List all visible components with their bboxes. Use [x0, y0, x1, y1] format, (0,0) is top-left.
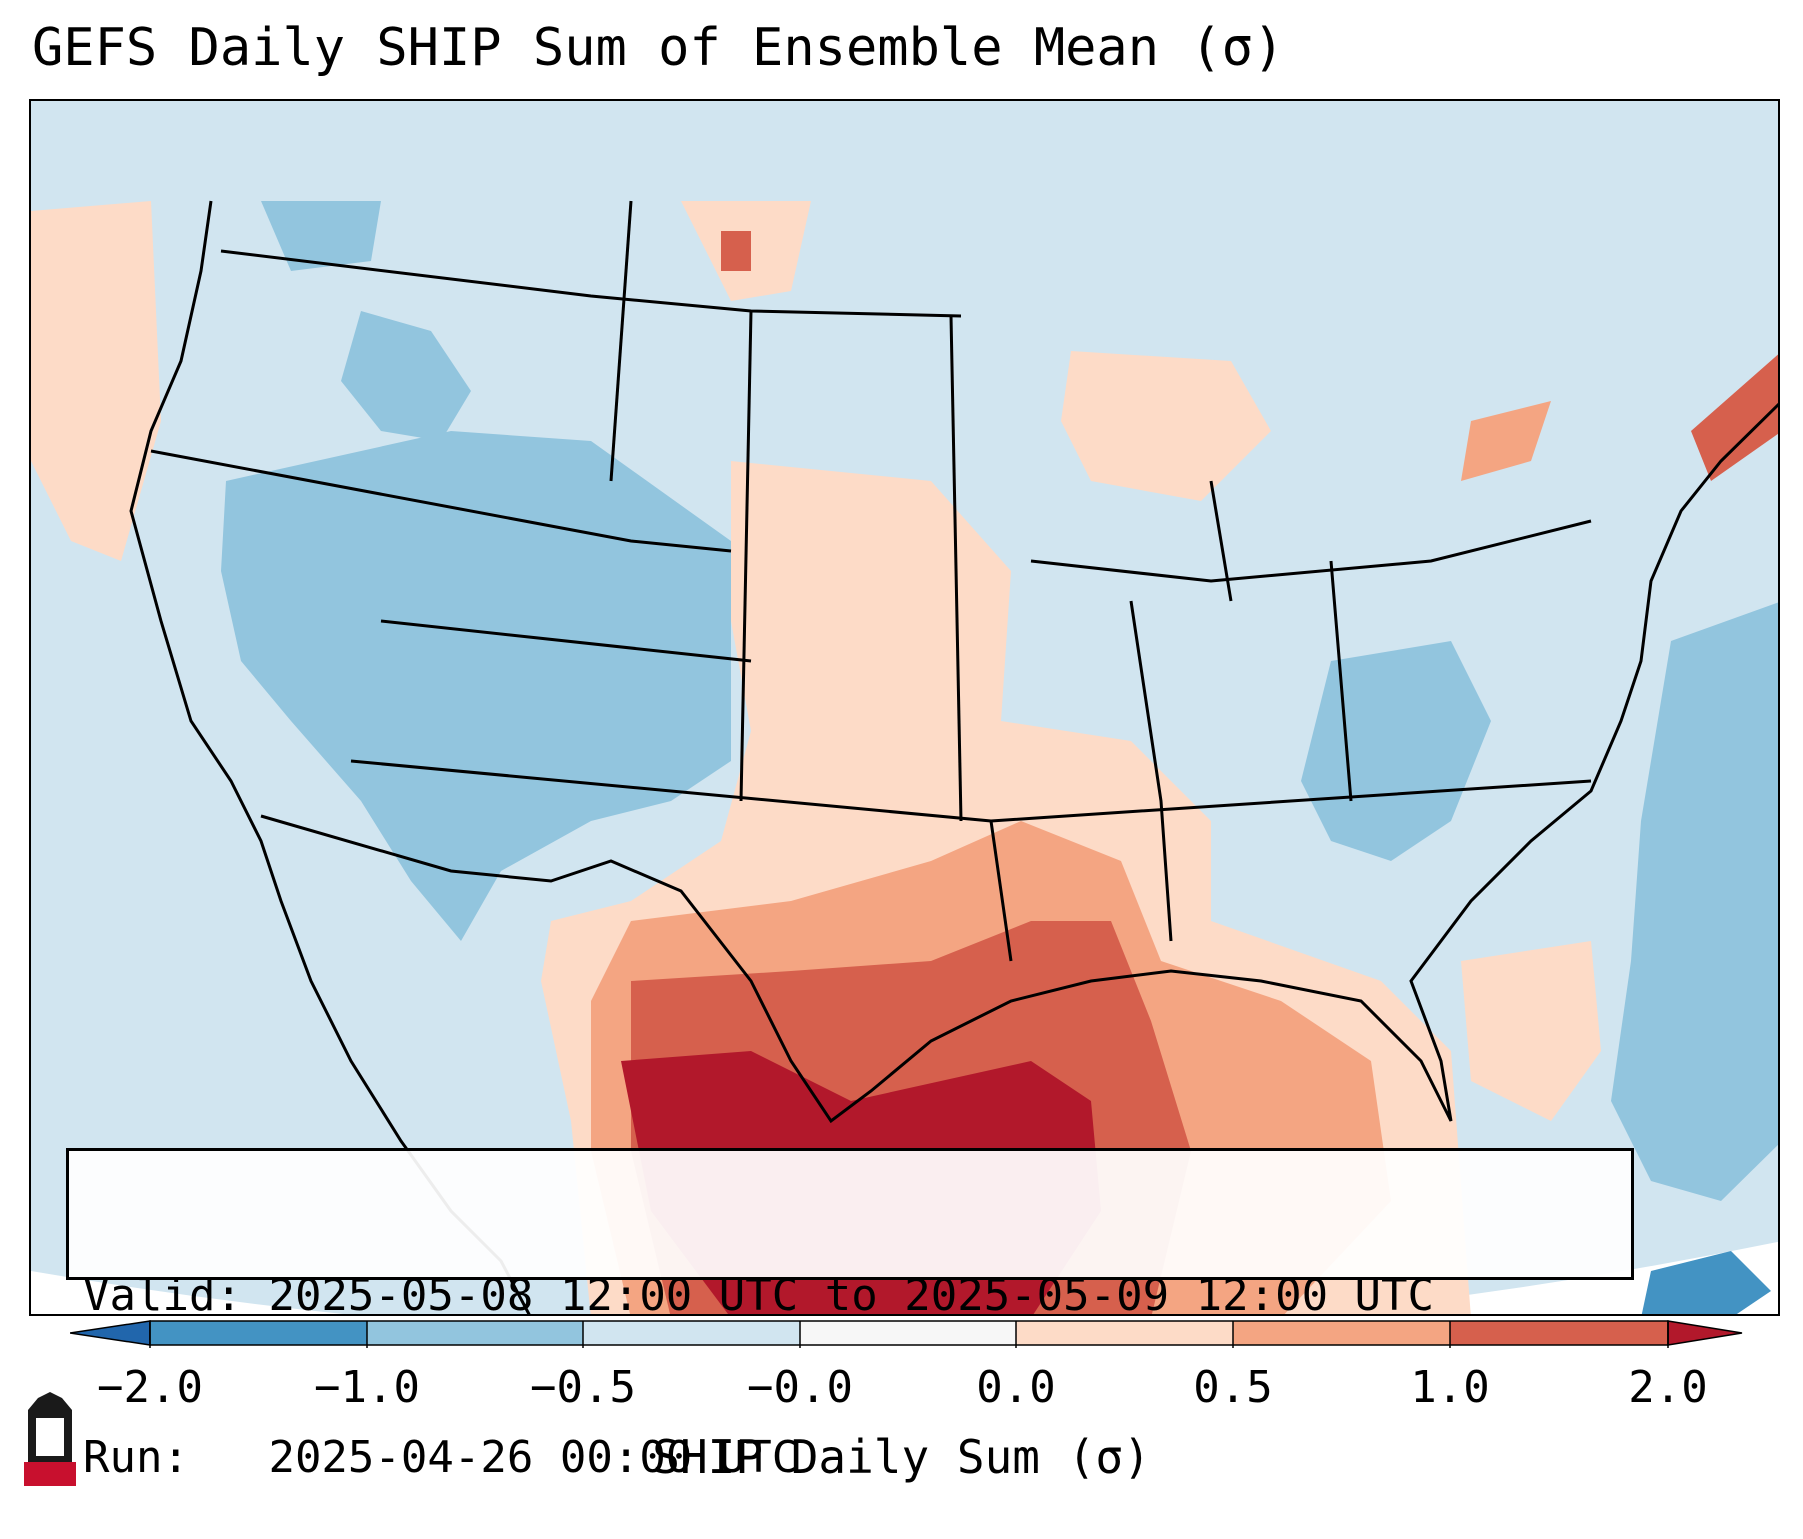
- map-panel: [29, 99, 1780, 1316]
- south-east-coastline: [260, 402, 1778, 1124]
- colorbar-label: SHIP Daily Sum (σ): [652, 1430, 1151, 1484]
- valid-label: Valid:: [83, 1270, 242, 1321]
- upper-midwest-positive-region: [1061, 351, 1271, 501]
- great-lakes-positive-spot: [1461, 401, 1551, 481]
- colorbar-tick-label: 0.5: [1193, 1362, 1273, 1413]
- anomaly-map: [31, 101, 1778, 1314]
- valid-value: 2025-05-08 12:00 UTC to 2025-05-09 12:00…: [268, 1270, 1435, 1321]
- boundary-lines: [129, 200, 1778, 1314]
- atlantic-negative-region: [1611, 602, 1778, 1201]
- southeast-negative-region: [1301, 641, 1491, 861]
- colorbar-bin: [583, 1321, 800, 1345]
- colorado-east-border: [739, 310, 753, 802]
- run-line: Run: 2025-04-26 00:00 UTC: [83, 1431, 1617, 1485]
- colorbar: [70, 1320, 1743, 1348]
- logo-window: [36, 1418, 64, 1456]
- projection-edge: [31, 1241, 1778, 1314]
- mississippi-line: [1129, 600, 1173, 942]
- utah-colorado-line: [380, 619, 752, 663]
- niu-logo: [24, 1392, 76, 1486]
- colorbar-tick-label: 1.0: [1410, 1362, 1490, 1413]
- oklahoma-line: [989, 820, 1013, 962]
- colorbar-tick-label: 2.0: [1628, 1362, 1708, 1413]
- valid-line: Valid: 2025-05-08 12:00 UTC to 2025-05-0…: [83, 1269, 1617, 1323]
- pacific-northwest-negative-spot: [261, 201, 381, 271]
- run-value: 2025-04-26 00:00 UTC: [268, 1432, 799, 1483]
- colorbar-bin: [800, 1321, 1016, 1345]
- negative-anomaly-regions: [221, 201, 1778, 1314]
- colorbar-bin: [367, 1321, 583, 1345]
- pacific-positive-region: [31, 201, 161, 561]
- colorbar-tick-label: −1.0: [314, 1362, 420, 1413]
- wyoming-border: [609, 200, 633, 482]
- colorbar-bin: [1016, 1321, 1233, 1345]
- valid-run-info-box: Valid: 2025-05-08 12:00 UTC to 2025-05-0…: [66, 1148, 1634, 1483]
- map-title: GEFS Daily SHIP Sum of Ensemble Mean (σ): [32, 18, 1285, 78]
- canada-positive-spot: [721, 231, 751, 271]
- oregon-idaho-border: [150, 449, 732, 553]
- northern-border: [220, 249, 962, 318]
- logo-banner: [24, 1462, 76, 1486]
- colorbar-bin: [1450, 1321, 1668, 1345]
- colorbar-tick-label: −0.5: [530, 1362, 636, 1413]
- indiana-line: [1329, 560, 1353, 802]
- illinois-line: [1209, 480, 1233, 602]
- colorbar-bin: [1233, 1321, 1450, 1345]
- colorbar-tick-label: −0.0: [747, 1362, 853, 1413]
- colorbar-extend-low: [70, 1320, 151, 1346]
- midwest-line: [1030, 519, 1592, 583]
- northern-rockies-negative-region: [341, 311, 471, 441]
- run-label: Run:: [83, 1432, 189, 1483]
- caribbean-negative-spot: [1641, 1251, 1771, 1314]
- southwest-negative-region: [221, 431, 731, 941]
- central-plains-border: [949, 315, 963, 822]
- colorbar-bin: [150, 1321, 367, 1345]
- southeast-coast-positive-region: [1461, 941, 1601, 1121]
- colorbar-extend-high: [1667, 1320, 1743, 1346]
- colorbar-tick-label: −2.0: [97, 1362, 203, 1413]
- new-england-positive-spot: [1691, 354, 1778, 481]
- colorbar-tick-label: 0.0: [976, 1362, 1056, 1413]
